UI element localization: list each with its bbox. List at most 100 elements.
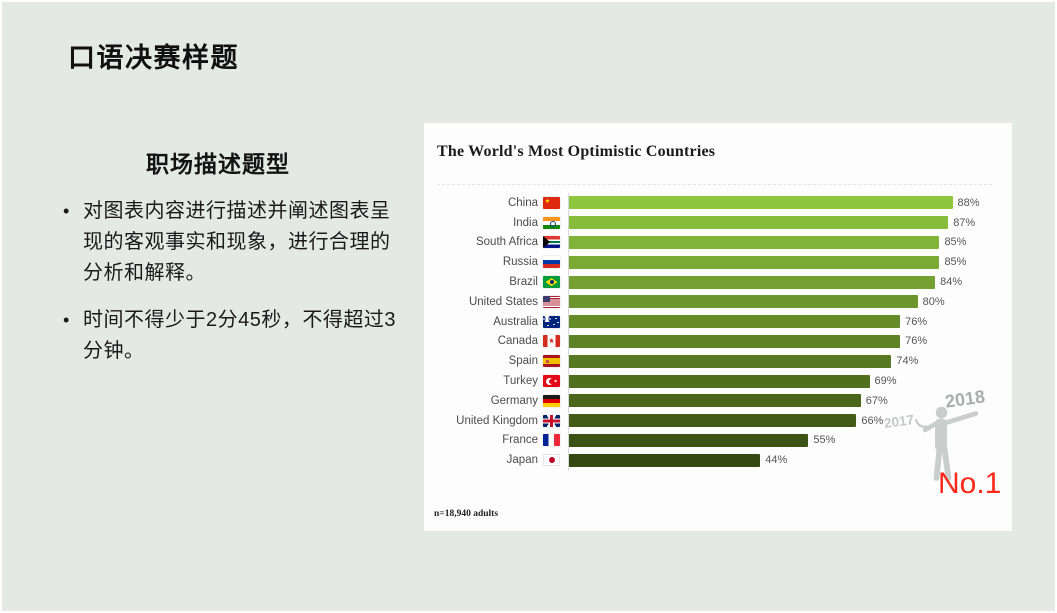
country-label: India (513, 216, 538, 229)
bar-cell: 84% (568, 275, 963, 289)
bar (568, 235, 940, 249)
bar-cell: 87% (568, 216, 976, 230)
bar-cell: 85% (568, 235, 967, 249)
chart-row: United States 80% (424, 292, 1012, 312)
bar (568, 334, 901, 348)
country-label: Turkey (503, 375, 538, 388)
country-label: Australia (493, 315, 538, 328)
united-kingdom-flag-icon (543, 414, 560, 427)
value-label: 85% (944, 256, 967, 269)
person-head (935, 406, 948, 419)
chart-row: Japan 44% (424, 450, 1012, 470)
france-flag-icon (543, 434, 560, 447)
country-label: Canada (497, 335, 538, 348)
person-torso (935, 418, 947, 452)
bar (568, 196, 953, 210)
bar (568, 255, 940, 269)
section-heading: 职场描述题型 (146, 151, 290, 177)
person-right-leg (941, 446, 952, 481)
chart-row: Brazil 84% (424, 272, 1012, 292)
bar (568, 453, 761, 467)
bar (568, 433, 809, 447)
left-panel: 职场描述题型 对图表内容进行描述并阐述图表呈现的客观事实和现象，进行合理的分析和… (60, 145, 396, 383)
bar-cell: 66% (568, 414, 884, 428)
bar-cell: 76% (568, 315, 928, 329)
curved-arrow-icon (915, 419, 928, 428)
person-left-arm (922, 420, 940, 433)
bar-chart: China 88% India 87% South Africa 85% Russia 85%… (424, 193, 1012, 470)
bar-cell: 74% (568, 354, 919, 368)
chart-separator (437, 184, 992, 185)
chart-row: Turkey 69% (424, 371, 1012, 391)
bar (568, 374, 870, 388)
value-label: 55% (813, 434, 836, 447)
chart-row: France 55% (424, 431, 1012, 451)
chart-row: Russia 85% (424, 252, 1012, 272)
axis-line (568, 193, 569, 471)
bar (568, 315, 901, 329)
value-label: 84% (940, 276, 963, 289)
value-label: 44% (765, 454, 788, 467)
bar-cell: 44% (568, 453, 788, 467)
bar-cell: 67% (568, 394, 888, 408)
value-label: 67% (865, 394, 888, 407)
brazil-flag-icon (543, 276, 560, 289)
value-label: 76% (905, 315, 928, 328)
country-label: Germany (490, 394, 538, 407)
turkey-flag-icon (543, 375, 560, 388)
country-label: Russia (502, 256, 538, 269)
country-label: China (507, 196, 538, 209)
country-label: France (502, 434, 538, 447)
bullet-item: 对图表内容进行描述并阐述图表呈现的客观事实和现象，进行合理的分析和解释。 (60, 196, 396, 289)
chart-row: South Africa 85% (424, 233, 1012, 253)
value-label: 80% (922, 295, 945, 308)
bar (568, 295, 918, 309)
bar (568, 414, 857, 428)
south-africa-flag-icon (543, 236, 560, 249)
chart-row: United Kingdom 66% (424, 411, 1012, 431)
bar (568, 275, 936, 289)
bar-cell: 80% (568, 295, 945, 309)
china-flag-icon (543, 196, 560, 209)
russia-flag-icon (543, 256, 560, 269)
bar-cell: 88% (568, 196, 980, 210)
slide-title: 口语决赛样题 (68, 43, 239, 73)
country-label: South Africa (475, 236, 538, 249)
value-label: 74% (896, 355, 919, 368)
value-label: 88% (957, 196, 980, 209)
chart-row: Spain 74% (424, 351, 1012, 371)
japan-flag-icon (543, 454, 560, 467)
country-label: Spain (508, 355, 538, 368)
value-label: 87% (953, 216, 976, 229)
chart-title: The World's Most Optimistic Countries (437, 143, 716, 160)
country-label: Brazil (509, 276, 538, 289)
united-states-flag-icon (543, 295, 560, 308)
bar-cell: 76% (568, 334, 927, 348)
value-label: 66% (861, 414, 884, 427)
chart-row: India 87% (424, 213, 1012, 233)
spain-flag-icon (543, 355, 560, 368)
bar-cell: 85% (568, 255, 967, 269)
sample-size-note: n=18,940 adults (434, 509, 499, 519)
chart-row: Canada 76% (424, 332, 1012, 352)
bullet-item: 时间不得少于2分45秒，不得超过3分钟。 (60, 305, 396, 367)
bar-cell: 69% (568, 374, 897, 388)
value-label: 69% (874, 375, 897, 388)
chart-row: Germany 67% (424, 391, 1012, 411)
bar (568, 354, 892, 368)
bar (568, 394, 861, 408)
person-left-leg (933, 446, 943, 481)
australia-flag-icon (543, 315, 560, 328)
country-label: Japan (506, 454, 538, 467)
chart-row: China 88% (424, 193, 1012, 213)
value-label: 85% (944, 236, 967, 249)
chart-row: Australia 76% (424, 312, 1012, 332)
rank-no1-label: No.1 (938, 467, 1002, 500)
country-label: United Kingdom (456, 414, 538, 427)
person-right-arm (942, 411, 979, 426)
presenter-silhouette-icon (915, 406, 979, 481)
germany-flag-icon (543, 394, 560, 407)
canada-flag-icon (543, 335, 560, 348)
bullet-list: 对图表内容进行描述并阐述图表呈现的客观事实和现象，进行合理的分析和解释。 时间不… (60, 196, 396, 367)
